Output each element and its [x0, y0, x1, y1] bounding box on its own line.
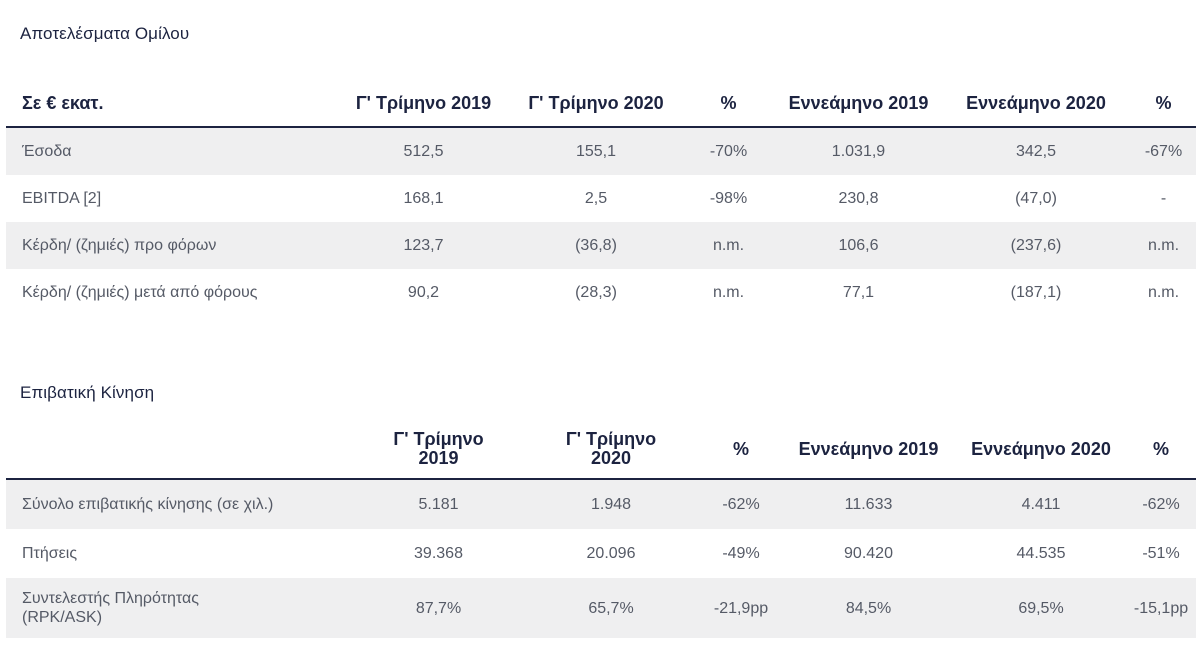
results-section-title: Αποτελέσματα Ομίλου [20, 24, 190, 43]
table-row: Κέρδη/ (ζημιές) προ φόρων 123,7 (36,8) n… [6, 222, 1196, 269]
table-row: Έσοδα 512,5 155,1 -70% 1.031,9 342,5 -67… [6, 127, 1196, 175]
cell-value: n.m. [681, 222, 776, 269]
cell-value: 5.181 [356, 479, 521, 529]
cell-value: 20.096 [521, 529, 701, 578]
cell-value: 168,1 [336, 175, 511, 222]
table-row: Πτήσεις 39.368 20.096 -49% 90.420 44.535… [6, 529, 1196, 578]
table-row: Σύνολο επιβατικής κίνησης (σε χιλ.) 5.18… [6, 479, 1196, 529]
cell-value: (28,3) [511, 269, 681, 316]
column-header-9m-change: % [1126, 420, 1196, 480]
cell-value: 230,8 [776, 175, 941, 222]
cell-value: -98% [681, 175, 776, 222]
cell-value: n.m. [1131, 269, 1196, 316]
row-label: Σύνολο επιβατικής κίνησης (σε χιλ.) [6, 479, 356, 529]
cell-value: n.m. [681, 269, 776, 316]
cell-value: 90,2 [336, 269, 511, 316]
traffic-section-title: Επιβατική Κίνηση [20, 383, 155, 402]
cell-value: 1.031,9 [776, 127, 941, 175]
cell-value: 106,6 [776, 222, 941, 269]
column-header-9m-2019: Εννεάμηνο 2019 [781, 420, 956, 480]
cell-value: 512,5 [336, 127, 511, 175]
cell-value: 90.420 [781, 529, 956, 578]
cell-value: 84,5% [781, 578, 956, 638]
cell-value: 4.411 [956, 479, 1126, 529]
column-header-q3-2019: Γ' Τρίμηνο 2019 [336, 80, 511, 128]
column-header-9m-change: % [1131, 80, 1196, 128]
row-label: Κέρδη/ (ζημιές) μετά από φόρους [6, 269, 336, 316]
cell-value: 342,5 [941, 127, 1131, 175]
passenger-traffic-table: Γ' Τρίμηνο 2019 Γ' Τρίμηνο 2020 % Εννεάμ… [6, 420, 1196, 638]
cell-value: (187,1) [941, 269, 1131, 316]
cell-value: 65,7% [521, 578, 701, 638]
cell-value: 44.535 [956, 529, 1126, 578]
cell-value: - [1131, 175, 1196, 222]
row-label: Κέρδη/ (ζημιές) προ φόρων [6, 222, 336, 269]
cell-value: 77,1 [776, 269, 941, 316]
row-label: Πτήσεις [6, 529, 356, 578]
cell-value: -62% [1126, 479, 1196, 529]
cell-value: (237,6) [941, 222, 1131, 269]
row-label: Έσοδα [6, 127, 336, 175]
cell-value: (36,8) [511, 222, 681, 269]
table-row: Συντελεστής Πληρότητας (RPK/ASK) 87,7% 6… [6, 578, 1196, 638]
cell-value: (47,0) [941, 175, 1131, 222]
cell-value: -67% [1131, 127, 1196, 175]
cell-value: -49% [701, 529, 781, 578]
cell-value: -15,1pp [1126, 578, 1196, 638]
column-header-q3-2019: Γ' Τρίμηνο 2019 [356, 420, 521, 480]
column-header-9m-2020: Εννεάμηνο 2020 [956, 420, 1126, 480]
column-header-q-change: % [701, 420, 781, 480]
cell-value: 39.368 [356, 529, 521, 578]
cell-value: -51% [1126, 529, 1196, 578]
row-label: EBITDA [2] [6, 175, 336, 222]
column-header-9m-2020: Εννεάμηνο 2020 [941, 80, 1131, 128]
cell-value: -21,9pp [701, 578, 781, 638]
table-header-row: Σε € εκατ. Γ' Τρίμηνο 2019 Γ' Τρίμηνο 20… [6, 80, 1196, 128]
group-results-table: Σε € εκατ. Γ' Τρίμηνο 2019 Γ' Τρίμηνο 20… [6, 80, 1196, 316]
cell-value: 87,7% [356, 578, 521, 638]
column-header-q3-2020: Γ' Τρίμηνο 2020 [521, 420, 701, 480]
cell-value: 1.948 [521, 479, 701, 529]
cell-value: -62% [701, 479, 781, 529]
column-header-9m-2019: Εννεάμηνο 2019 [776, 80, 941, 128]
cell-value: 2,5 [511, 175, 681, 222]
row-label: Συντελεστής Πληρότητας (RPK/ASK) [6, 578, 356, 638]
table-row: Κέρδη/ (ζημιές) μετά από φόρους 90,2 (28… [6, 269, 1196, 316]
cell-value: 155,1 [511, 127, 681, 175]
column-header-unit: Σε € εκατ. [6, 80, 336, 128]
table-header-row: Γ' Τρίμηνο 2019 Γ' Τρίμηνο 2020 % Εννεάμ… [6, 420, 1196, 480]
cell-value: 69,5% [956, 578, 1126, 638]
table-row: EBITDA [2] 168,1 2,5 -98% 230,8 (47,0) - [6, 175, 1196, 222]
cell-value: 123,7 [336, 222, 511, 269]
cell-value: n.m. [1131, 222, 1196, 269]
column-header-empty [6, 420, 356, 480]
column-header-q-change: % [681, 80, 776, 128]
cell-value: 11.633 [781, 479, 956, 529]
cell-value: -70% [681, 127, 776, 175]
column-header-q3-2020: Γ' Τρίμηνο 2020 [511, 80, 681, 128]
